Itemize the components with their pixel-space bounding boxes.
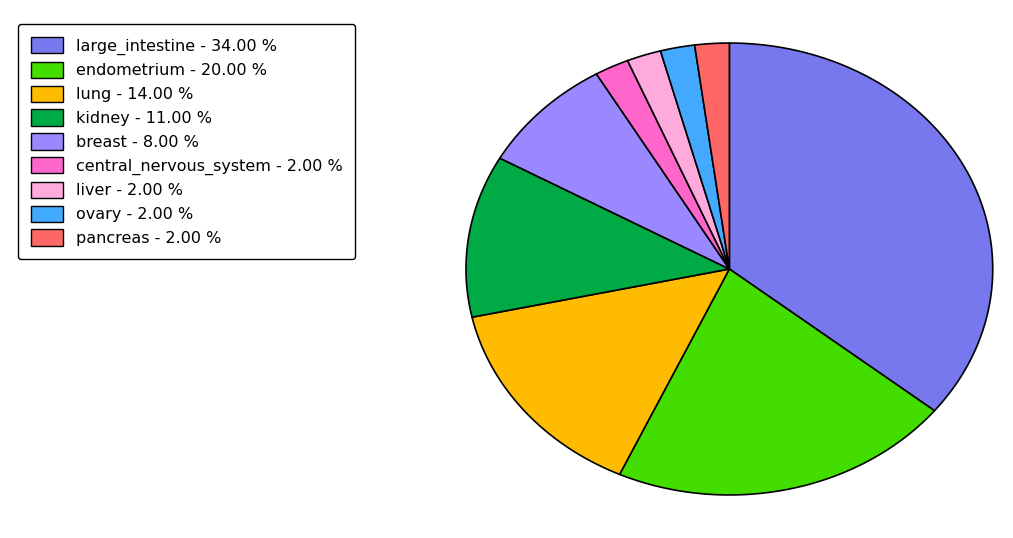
- Polygon shape: [729, 43, 993, 410]
- Legend: large_intestine - 34.00 %, endometrium - 20.00 %, lung - 14.00 %, kidney - 11.00: large_intestine - 34.00 %, endometrium -…: [18, 24, 356, 259]
- Polygon shape: [597, 61, 729, 269]
- Polygon shape: [628, 51, 729, 269]
- Polygon shape: [499, 74, 729, 269]
- Polygon shape: [472, 269, 729, 475]
- Polygon shape: [660, 45, 729, 269]
- Polygon shape: [695, 43, 729, 269]
- Polygon shape: [466, 158, 729, 317]
- Polygon shape: [620, 269, 935, 495]
